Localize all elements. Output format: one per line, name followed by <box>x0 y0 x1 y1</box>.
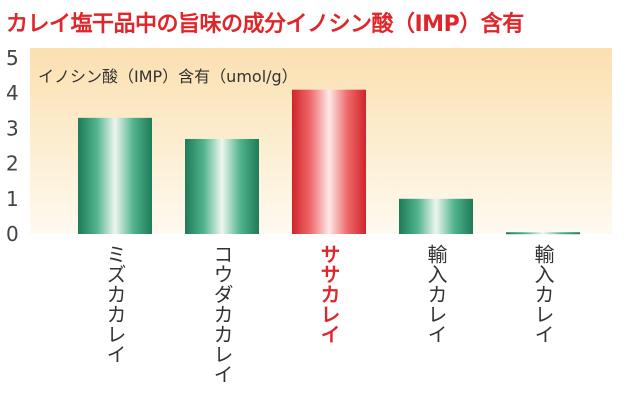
y-tick-label: 1 <box>6 187 19 211</box>
category-label-5: 輸入カレイ <box>531 244 555 344</box>
y-tick-label: 0 <box>6 222 19 246</box>
category-label-2: コウダカカレイ <box>210 244 234 384</box>
bar-1 <box>78 117 152 234</box>
chart-title: カレイ塩干品中の旨味の成分イノシン酸（IMP）含有 <box>6 12 524 37</box>
y-tick-label: 2 <box>6 152 19 176</box>
category-label-3: ササカレイ <box>317 244 341 344</box>
y-tick-label: 3 <box>6 116 19 140</box>
y-tick-label: 4 <box>6 81 19 105</box>
bar-5 <box>506 232 580 235</box>
category-label-4: 輸入カレイ <box>424 244 448 344</box>
bar-4 <box>399 198 473 234</box>
y-tick-label: 5 <box>6 46 19 70</box>
y-axis-label: イノシン酸（IMP）含有（umol/g） <box>38 67 298 86</box>
category-label-1: ミズカカレイ <box>103 244 127 364</box>
bar-3 <box>292 89 366 235</box>
bar-2 <box>185 138 259 234</box>
